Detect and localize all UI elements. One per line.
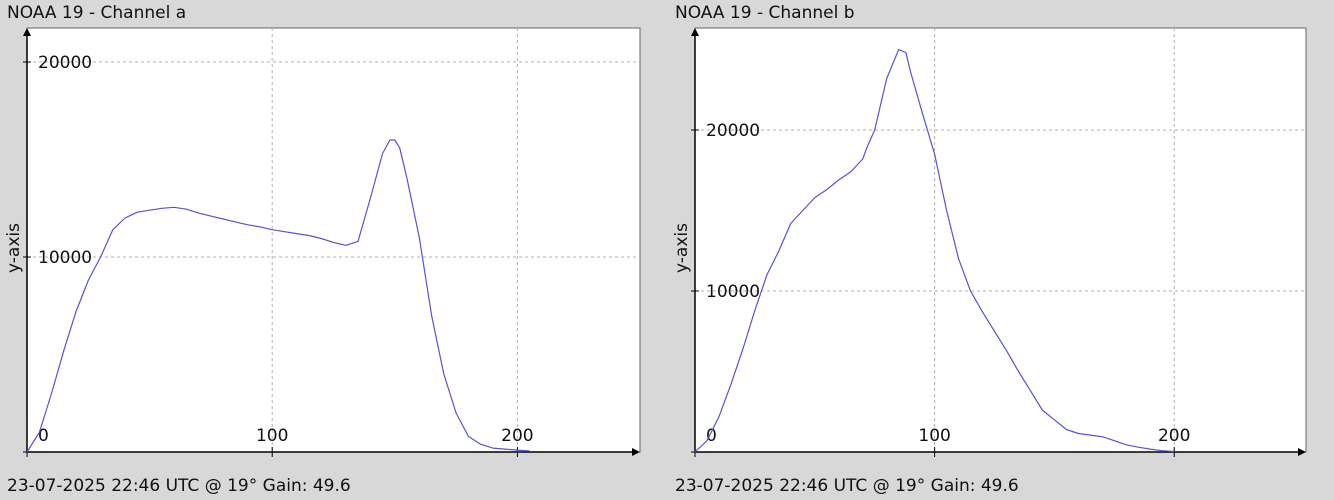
y-tick-label: 10000 (706, 282, 760, 302)
chart-panel-b: NOAA 19 - Channel b 100 200 0 10000 20000 y-a… (668, 0, 1334, 500)
plot-area (26, 27, 641, 453)
y-tick-label: 20000 (706, 121, 760, 141)
x-tick-label: 100 (918, 426, 950, 446)
x-axis-arrow (1298, 448, 1306, 456)
chart-title: NOAA 19 - Channel b (675, 3, 855, 23)
y-axis-label: y-axis (4, 223, 24, 273)
chart-footer: 23-07-2025 22:46 UTC @ 19° Gain: 49.6 (7, 476, 351, 496)
chart-footer: 23-07-2025 22:46 UTC @ 19° Gain: 49.6 (675, 476, 1019, 496)
chart-plot: 100 200 0 10000 20000 y-axis (4, 27, 641, 457)
series-line (26, 139, 530, 453)
chart-title: NOAA 19 - Channel a (7, 3, 187, 23)
y-axis-arrow (691, 28, 699, 36)
y-tick-label: 0 (38, 426, 49, 446)
y-tick-label: 20000 (38, 53, 92, 73)
x-tick-label: 100 (256, 426, 288, 446)
chart-plot: 100 200 0 10000 20000 y-axis (672, 27, 1307, 457)
y-tick-label: 10000 (38, 248, 92, 268)
chart-panel-a: NOAA 19 - Channel a 100 200 0 10000 20000 y-a… (0, 0, 660, 500)
series-line (694, 48, 1175, 453)
x-tick-label: 200 (1158, 426, 1190, 446)
x-axis-arrow (632, 448, 640, 456)
y-tick-label: 0 (706, 426, 717, 446)
y-axis-label: y-axis (672, 223, 692, 273)
x-tick-label: 200 (501, 426, 533, 446)
y-axis-arrow (23, 28, 31, 36)
plot-area (694, 27, 1307, 453)
